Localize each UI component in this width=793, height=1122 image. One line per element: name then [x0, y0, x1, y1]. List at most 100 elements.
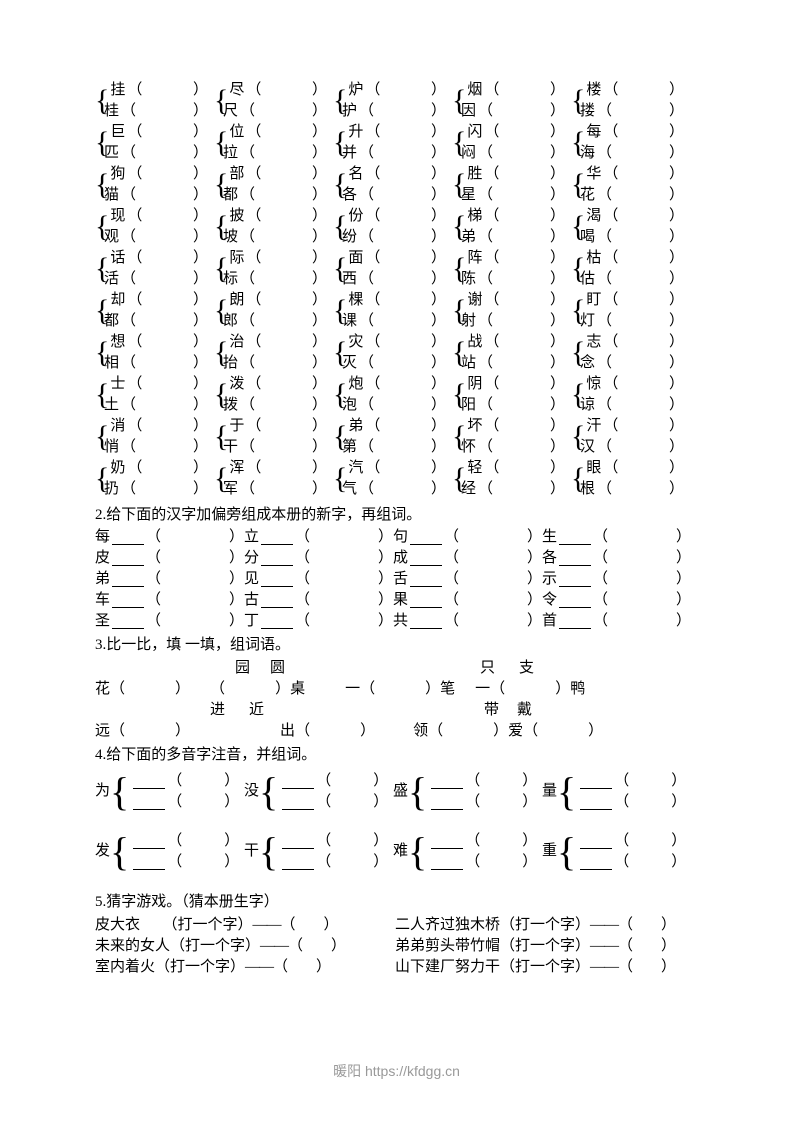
char-cell: 各（） — [333, 184, 452, 207]
char-cell: 标（） — [214, 268, 333, 291]
s3-g1-d: 支 — [519, 657, 534, 680]
char-cell: 射（） — [452, 310, 571, 333]
char-cell: 花（） — [571, 184, 690, 207]
char-cell: {惊（） — [571, 373, 690, 396]
riddle-right: 弟弟剪头带竹帽（打一个字）——（） — [395, 935, 676, 958]
char-cell: 坡（） — [214, 226, 333, 249]
char-cell: {巨（） — [95, 121, 214, 144]
char-cell: 估（） — [571, 268, 690, 291]
s2-cell: 弟（） — [95, 568, 244, 591]
char-cell: {消（） — [95, 415, 214, 438]
s3-l4-4: 爱 — [508, 720, 523, 743]
char-cell: {棵（） — [333, 289, 452, 312]
s3-g2-a: 进 — [210, 699, 225, 722]
char-cell: 尺（） — [214, 100, 333, 123]
char-cell: {士（） — [95, 373, 214, 396]
s2-cell: 圣（） — [95, 610, 244, 633]
char-cell: {渴（） — [571, 205, 690, 228]
s3-l2-6: 鸭 — [570, 678, 585, 701]
polyphonic-group: 盛{（）（） — [393, 771, 542, 813]
char-cell: {汽（） — [333, 457, 452, 480]
char-cell: 怀（） — [452, 436, 571, 459]
char-cell: {挂（） — [95, 79, 214, 102]
char-cell: 课（） — [333, 310, 452, 333]
char-cell: 拉（） — [214, 142, 333, 165]
section4-block: 为{（）（）没{（）（）盛{（）（）量{（）（）发{（）（）干{（）（）难{（）… — [95, 771, 698, 873]
char-cell: {狗（） — [95, 163, 214, 186]
char-cell: 灯（） — [571, 310, 690, 333]
char-cell: 站（） — [452, 352, 571, 375]
char-cell: {轻（） — [452, 457, 571, 480]
char-cell: 桂（） — [95, 100, 214, 123]
char-cell: {升（） — [333, 121, 452, 144]
char-cell: {盯（） — [571, 289, 690, 312]
char-cell: 匹（） — [95, 142, 214, 165]
polyphonic-group: 为{（）（） — [95, 771, 244, 813]
char-cell: {梯（） — [452, 205, 571, 228]
char-cell: {志（） — [571, 331, 690, 354]
char-cell: 悄（） — [95, 436, 214, 459]
s2-cell: 车（） — [95, 589, 244, 612]
s3-l2-2: 桌 — [290, 678, 305, 701]
char-cell: {面（） — [333, 247, 452, 270]
s2-cell: 立（） — [244, 526, 393, 549]
section3-block: 园 圆 只 支 花 （） （） 桌 一 （） 笔 一 （） 鸭 进 近 带 戴 … — [95, 658, 698, 742]
riddle-right: 山下建厂努力干（打一个字）——（） — [395, 956, 676, 979]
char-cell: 喝（） — [571, 226, 690, 249]
char-cell: 干（） — [214, 436, 333, 459]
s2-cell: 成（） — [393, 547, 542, 570]
char-cell: {泼（） — [214, 373, 333, 396]
char-cell: {披（） — [214, 205, 333, 228]
char-cell: {弟（） — [333, 415, 452, 438]
section5-title: 5.猜字游戏。（猜本册生字） — [95, 891, 698, 914]
char-cell: {话（） — [95, 247, 214, 270]
section2-block: 每（）立（）句（）生（）皮（）分（）成（）各（）弟（）见（）舌（）示（）车（）古… — [95, 527, 698, 632]
char-cell: {坏（） — [452, 415, 571, 438]
char-cell: {烟（） — [452, 79, 571, 102]
section5-block: 皮大衣 （打一个字）——（）二人齐过独木桥（打一个字）——（）未来的女人（打一个… — [95, 915, 698, 978]
char-cell: 护（） — [333, 100, 452, 123]
char-cell: 郎（） — [214, 310, 333, 333]
char-cell: 纷（） — [333, 226, 452, 249]
char-cell: 并（） — [333, 142, 452, 165]
char-cell: 相（） — [95, 352, 214, 375]
char-cell: {治（） — [214, 331, 333, 354]
char-cell: 军（） — [214, 478, 333, 501]
s2-cell: 句（） — [393, 526, 542, 549]
s3-l4-3: 领 — [413, 720, 428, 743]
s2-cell: 生（） — [542, 526, 691, 549]
char-cell: {每（） — [571, 121, 690, 144]
char-cell: 活（） — [95, 268, 214, 291]
char-cell: {想（） — [95, 331, 214, 354]
char-cell: 汉（） — [571, 436, 690, 459]
s3-l2-5: 一 — [475, 678, 490, 701]
s2-cell: 丁（） — [244, 610, 393, 633]
polyphonic-group: 发{（）（） — [95, 831, 244, 873]
char-cell: 经（） — [452, 478, 571, 501]
s2-cell: 令（） — [542, 589, 691, 612]
s2-cell: 首（） — [542, 610, 691, 633]
riddle-left: 皮大衣 （打一个字）——（） — [95, 914, 395, 937]
section2-title: 2.给下面的汉字加偏旁组成本册的新字，再组词。 — [95, 504, 698, 527]
char-cell: 拨（） — [214, 394, 333, 417]
char-cell: {际（） — [214, 247, 333, 270]
s2-cell: 果（） — [393, 589, 542, 612]
riddle-left: 未来的女人（打一个字）——（） — [95, 935, 395, 958]
polyphonic-group: 没{（）（） — [244, 771, 393, 813]
char-cell: {部（） — [214, 163, 333, 186]
section3-title: 3.比一比，填 一填，组词语。 — [95, 634, 698, 657]
s3-l2-4: 笔 — [440, 678, 455, 701]
char-cell: {胜（） — [452, 163, 571, 186]
char-cell: {于（） — [214, 415, 333, 438]
char-cell: 根（） — [571, 478, 690, 501]
s2-cell: 共（） — [393, 610, 542, 633]
section1-character-pairs: {挂（）{尽（）{炉（）{烟（）{楼（）桂（）尺（）护（）因（）搂（）{巨（）{… — [95, 80, 698, 500]
char-cell: 泡（） — [333, 394, 452, 417]
riddle-left: 室内着火（打一个字）——（） — [95, 956, 395, 979]
s3-g2-d: 戴 — [517, 699, 532, 722]
char-cell: 观（） — [95, 226, 214, 249]
char-cell: {浑（） — [214, 457, 333, 480]
char-cell: {眼（） — [571, 457, 690, 480]
char-cell: {朗（） — [214, 289, 333, 312]
char-cell: {楼（） — [571, 79, 690, 102]
